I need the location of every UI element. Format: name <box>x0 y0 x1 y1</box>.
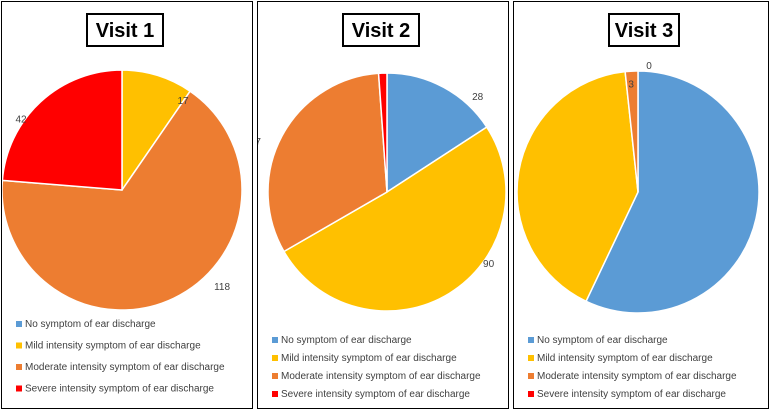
legend-swatch-severe <box>16 385 22 392</box>
legend-label-none: No symptom of ear discharge <box>281 335 412 346</box>
legend-label-severe: Severe intensity symptom of ear discharg… <box>25 384 214 395</box>
data-label-severe: 0 <box>646 61 652 72</box>
legend-swatch-moderate <box>528 373 534 379</box>
pie-slice-moderate <box>267 72 388 253</box>
legend-label-mild: Mild intensity symptom of ear discharge <box>281 353 457 364</box>
pie-chart-visit-2: Visit 2 28 90 57 No symptom of ear discharge… <box>258 13 507 400</box>
chart-title-box <box>86 13 164 47</box>
data-label-moderate: 57 <box>258 137 261 148</box>
chart-panel-visit-3: Visit 31017330No symptom of ear discharg… <box>513 1 769 409</box>
legend-swatch-mild <box>528 355 534 361</box>
legend-label-moderate: Moderate intensity symptom of ear discha… <box>537 371 737 382</box>
data-label-mild: 17 <box>177 96 189 107</box>
legend-swatch-none <box>528 337 534 343</box>
data-label-severe: 42 <box>15 114 27 125</box>
legend-swatch-mild <box>272 355 278 361</box>
pie-slice-none <box>585 70 760 314</box>
data-label-none: 28 <box>472 92 484 103</box>
pie-slice-moderate <box>624 70 639 193</box>
legend-label-moderate: Moderate intensity symptom of ear discha… <box>281 371 481 382</box>
pie-slice-moderate <box>2 90 243 311</box>
legend-label-severe: Severe intensity symptom of ear discharg… <box>281 389 470 400</box>
pie-chart-visit-1: Visit 1 17 118 42 No symptom of ear discharg… <box>2 13 243 395</box>
legend-label-none: No symptom of ear discharge <box>25 319 156 330</box>
legend-swatch-moderate <box>272 373 278 379</box>
pie-slice-none <box>386 72 488 194</box>
legend-label-severe: Severe intensity symptom of ear discharg… <box>537 389 726 400</box>
pie-slice-severe <box>2 69 123 191</box>
legend-swatch-moderate <box>16 364 22 370</box>
legend-swatch-none <box>272 337 278 343</box>
data-label-moderate: 118 <box>214 282 230 293</box>
pie-slice-mild <box>516 70 639 303</box>
legend-swatch-none <box>16 321 22 327</box>
legend-swatch-severe <box>272 391 278 397</box>
legend-label-none: No symptom of ear discharge <box>537 335 668 346</box>
legend-label-mild: Mild intensity symptom of ear discharge <box>537 353 713 364</box>
data-label-mild: 90 <box>483 259 495 270</box>
legend-swatch-mild <box>16 342 22 349</box>
pie-slice-mild <box>282 126 507 312</box>
chart-title: Visit 3 <box>615 20 674 42</box>
chart-panel-visit-2: Visit 2 28 90 57 No symptom of ear discharge… <box>257 1 509 409</box>
legend-label-moderate: Moderate intensity symptom of ear discha… <box>25 362 225 373</box>
chart-title: Visit 2 <box>352 20 411 42</box>
data-label-moderate: 3 <box>628 79 634 90</box>
chart-title: Visit 1 <box>96 20 155 42</box>
legend-swatch-severe <box>528 391 534 397</box>
chart-title-box <box>342 13 420 47</box>
legend-label-mild: Mild intensity symptom of ear discharge <box>25 341 201 352</box>
chart-title-box <box>608 13 680 47</box>
pie-chart-visit-3: Visit 31017330No symptom of ear discharg… <box>516 13 760 400</box>
pie-slice-severe <box>377 72 388 193</box>
chart-panel-visit-1: Visit 1 17 118 42 No symptom of ear discharg… <box>1 1 253 409</box>
